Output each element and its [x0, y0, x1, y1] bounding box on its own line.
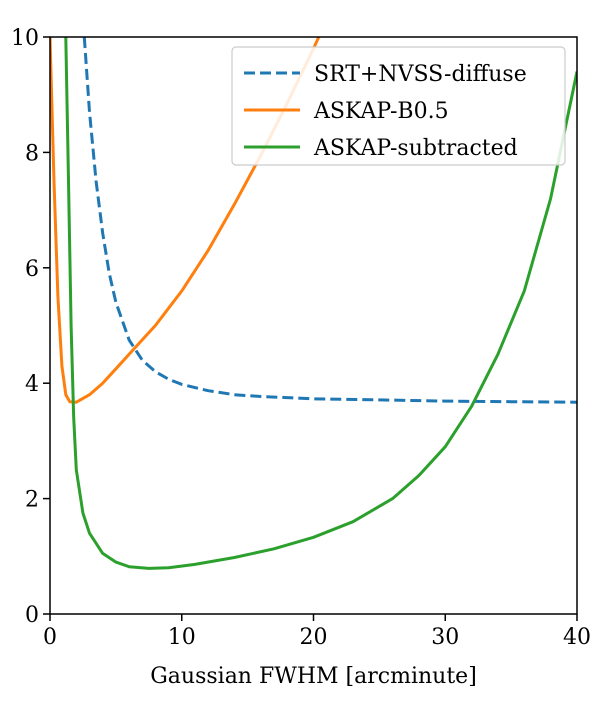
x-tick-label: 20	[300, 625, 328, 650]
legend-box	[231, 46, 566, 166]
x-tick-label: 40	[563, 625, 591, 650]
x-axis-label: Gaussian FWHM [arcminute]	[150, 664, 477, 689]
legend-label: SRT+NVSS-diffuse	[314, 62, 527, 87]
y-tick-label: 0	[25, 603, 39, 628]
series-line-srt-nvss-diffuse	[82, 37, 577, 404]
series-line-askap-b0-5	[50, 37, 321, 404]
legend-label: ASKAP-subtracted	[313, 136, 518, 161]
x-tick-label: 0	[43, 625, 57, 650]
x-tick-label: 30	[431, 625, 459, 650]
legend-label: ASKAP-B0.5	[313, 99, 449, 124]
series-line-askap-subtracted	[64, 37, 577, 570]
x-tick-label: 10	[168, 625, 196, 650]
y-tick-label: 6	[25, 257, 39, 282]
y-axis: 0 2 4 6 8 10	[11, 26, 50, 628]
plot-lines	[50, 37, 577, 570]
y-tick-label: 2	[25, 488, 39, 513]
y-tick-label: 8	[25, 141, 39, 166]
x-axis: 0 10 20 30 40	[43, 614, 591, 650]
legend: SRT+NVSS-diffuse ASKAP-B0.5 ASKAP-subtract…	[231, 46, 566, 166]
y-tick-label: 4	[25, 372, 39, 397]
y-tick-label: 10	[11, 26, 39, 51]
